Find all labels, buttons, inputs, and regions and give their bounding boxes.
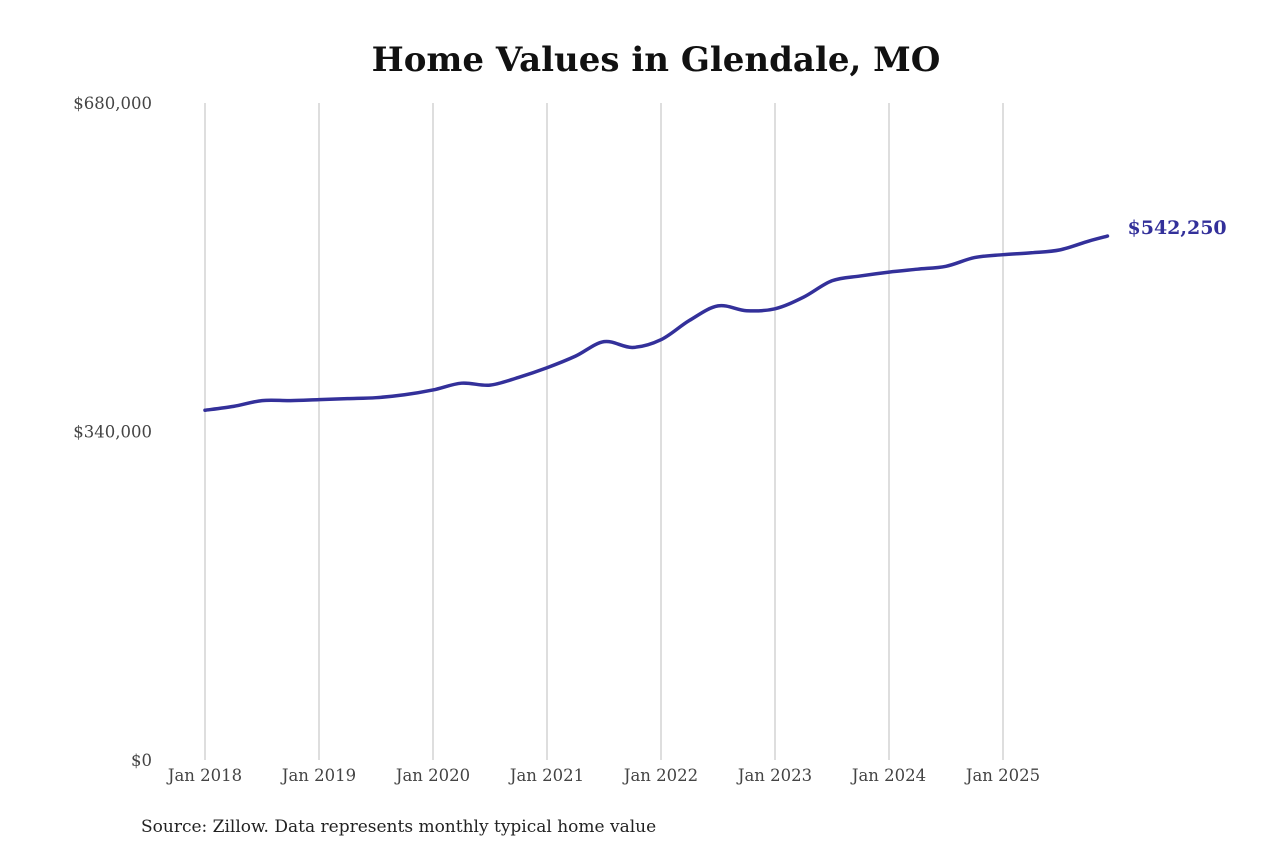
y-tick-label: $680,000 [73,94,152,113]
x-tick-label: Jan 2025 [964,766,1040,785]
series-line [203,234,1110,412]
source-note: Source: Zillow. Data represents monthly … [141,817,657,837]
x-tick-label: Jan 2019 [280,766,356,785]
chart-title: Home Values in Glendale, MO [371,40,941,80]
x-tick-label: Jan 2023 [736,766,812,785]
y-tick-label: $340,000 [73,423,152,442]
y-tick-label: $0 [131,751,152,770]
x-tick-label: Jan 2018 [166,766,242,785]
x-tick-label: Jan 2024 [850,766,926,785]
x-tick-label: Jan 2020 [394,766,470,785]
end-value-label: $542,250 [1128,217,1227,239]
x-tick-label: Jan 2022 [622,766,698,785]
x-tick-label: Jan 2021 [508,766,584,785]
